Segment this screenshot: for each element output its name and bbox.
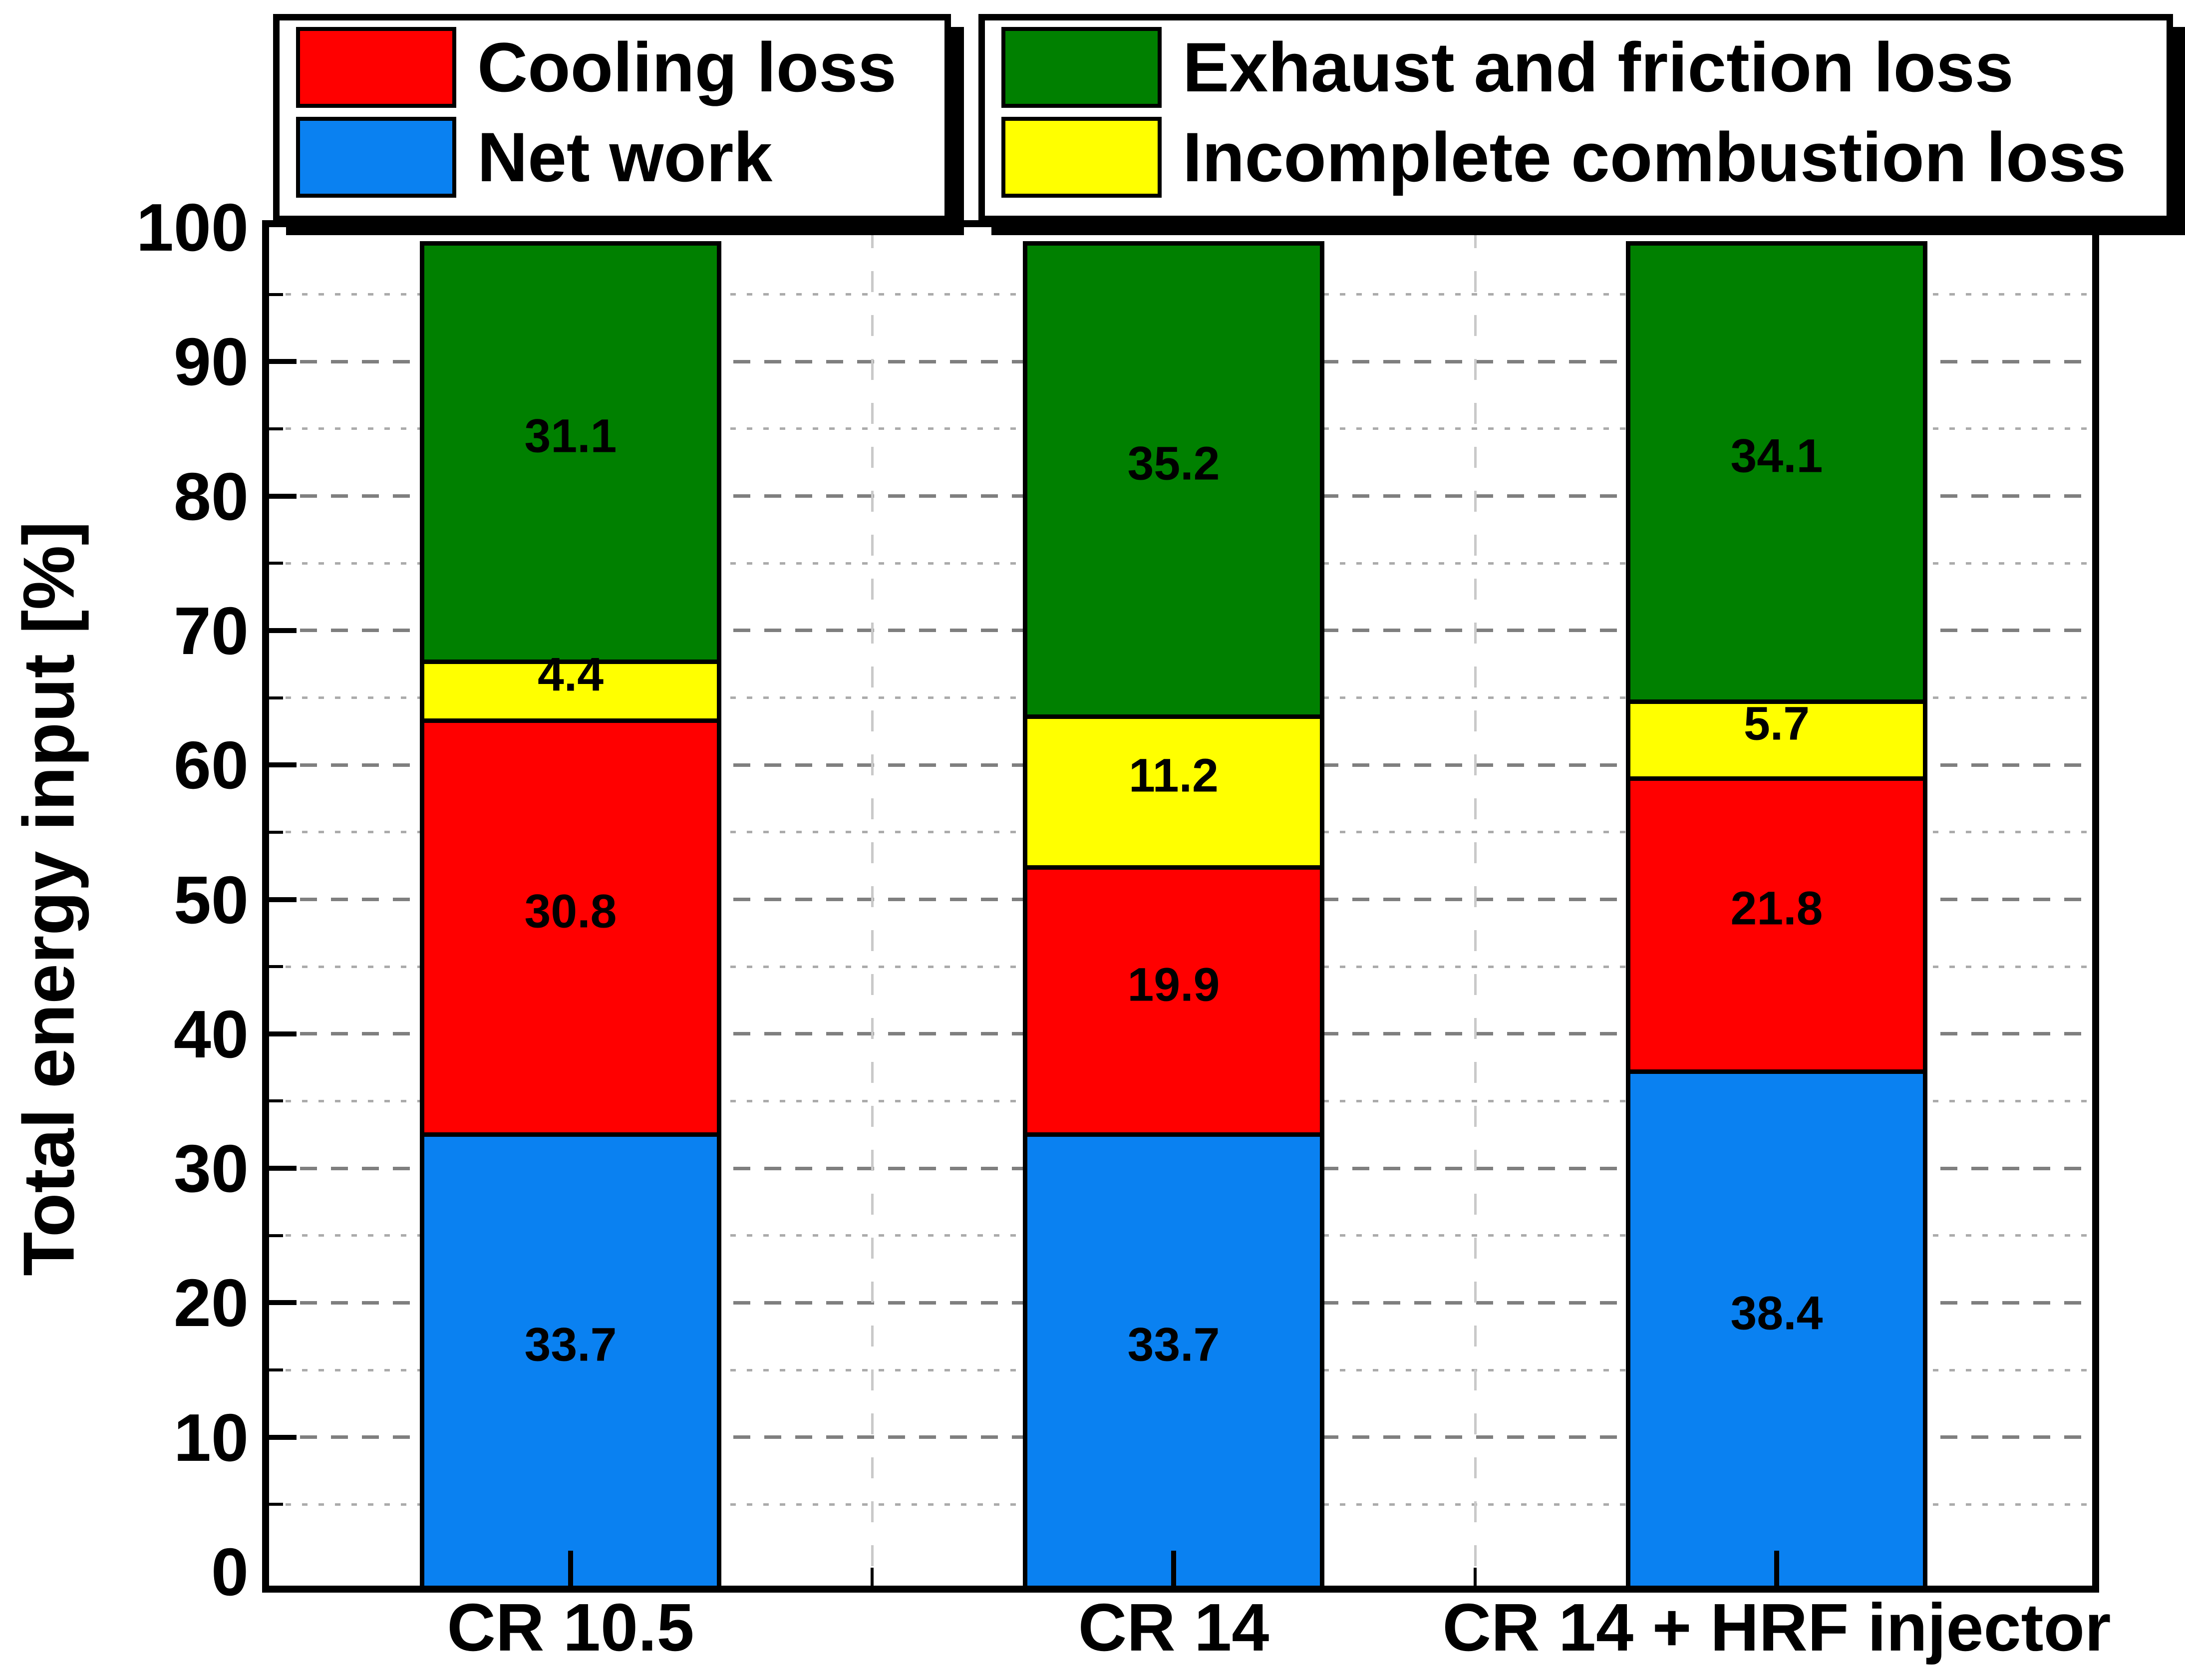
bar-value-label: 4.4 — [537, 648, 604, 701]
bar-segment-incomplete-combustion-loss — [420, 659, 721, 719]
bar-value-label: 33.7 — [524, 1318, 617, 1371]
legend-item-label: Exhaust and friction loss — [1183, 28, 2014, 106]
y-tick-label-30: 30 — [173, 1131, 249, 1207]
x-minor-tick — [871, 1568, 874, 1586]
plot-area: 33.7 30.8 4.4 31.1 33.7 19.9 11.2 35.2 38.4 21.8 5… — [262, 220, 2099, 1593]
y-tick-label-40: 40 — [173, 996, 249, 1072]
bar-segment-incomplete-combustion-loss — [1023, 714, 1324, 865]
legend-swatch-icon — [1001, 117, 1162, 198]
y-minor-tick — [269, 696, 283, 699]
legend-box-right: Exhaust and friction loss Incomplete comb… — [978, 14, 2173, 222]
x-tick-label-2: CR 14 + HRF injector — [1442, 1590, 2111, 1665]
bar-segment-exhaust-and-friction-loss — [420, 241, 721, 660]
bar-segment-exhaust-and-friction-loss — [1023, 241, 1324, 714]
y-minor-tick — [269, 1503, 283, 1506]
bar-value-label: 21.8 — [1730, 882, 1823, 935]
legend-swatch-icon — [1001, 27, 1162, 108]
y-tick-label-60: 60 — [173, 727, 249, 803]
x-major-tick — [1774, 1551, 1779, 1586]
y-major-tick — [269, 359, 297, 364]
bar-value-label: 35.2 — [1127, 437, 1220, 490]
y-tick-label-0: 0 — [211, 1534, 249, 1610]
bar-segment-net-work — [1626, 1069, 1927, 1586]
x-tick-label-0: CR 10.5 — [447, 1590, 694, 1665]
y-tick-label-70: 70 — [173, 593, 249, 669]
y-tick-label-20: 20 — [173, 1265, 249, 1341]
bar-value-label: 31.1 — [524, 409, 617, 463]
y-minor-tick — [269, 1234, 283, 1237]
category-separator-1 — [871, 227, 874, 1586]
bar-value-label: 34.1 — [1730, 429, 1823, 483]
y-major-tick — [269, 628, 297, 633]
y-tick-label-50: 50 — [173, 862, 249, 938]
y-minor-tick — [269, 562, 283, 565]
category-separator-2 — [1474, 227, 1477, 1586]
bar-value-label: 38.4 — [1730, 1287, 1823, 1340]
bar-value-label: 30.8 — [524, 885, 617, 938]
legend-swatch-icon — [296, 27, 456, 108]
y-tick-label-10: 10 — [173, 1399, 249, 1475]
bar-segment-net-work — [420, 1132, 721, 1586]
y-minor-tick — [269, 1368, 283, 1372]
y-major-tick — [269, 1166, 297, 1171]
y-major-tick — [269, 1300, 297, 1306]
bar-value-label: 11.2 — [1129, 749, 1219, 802]
bar-segment-net-work — [1023, 1132, 1324, 1586]
legend-item-label: Incomplete combustion loss — [1183, 118, 2127, 196]
bar-segment-exhaust-and-friction-loss — [1626, 241, 1927, 700]
y-minor-tick — [269, 1099, 283, 1103]
bar-value-label: 5.7 — [1743, 697, 1810, 750]
x-tick-label-1: CR 14 — [1078, 1590, 1269, 1665]
x-major-tick — [1171, 1551, 1176, 1586]
legend-item-cooling-loss: Cooling loss — [296, 22, 944, 112]
bar-segment-cooling-loss — [1023, 865, 1324, 1133]
legend-item-exhaust-and-friction-loss: Exhaust and friction loss — [1001, 22, 2167, 112]
y-tick-label-100: 100 — [136, 190, 249, 265]
y-minor-tick — [269, 965, 283, 969]
y-major-tick — [269, 897, 297, 902]
bar-value-label: 19.9 — [1127, 958, 1220, 1011]
y-tick-label-90: 90 — [173, 324, 249, 400]
y-major-tick — [269, 1434, 297, 1440]
legend-item-label: Net work — [477, 118, 773, 196]
legend-swatch-icon — [296, 117, 456, 198]
legend-item-net-work: Net work — [296, 112, 944, 202]
bar-segment-cooling-loss — [1626, 776, 1927, 1069]
y-major-tick — [269, 493, 297, 499]
bar-segment-incomplete-combustion-loss — [1626, 699, 1927, 776]
y-major-tick — [269, 762, 297, 768]
y-minor-tick — [269, 830, 283, 834]
y-minor-tick — [269, 293, 283, 296]
legend-item-incomplete-combustion-loss: Incomplete combustion loss — [1001, 112, 2167, 202]
legend-box-left: Cooling loss Net work — [273, 14, 951, 222]
x-major-tick — [568, 1551, 573, 1586]
bar-segment-cooling-loss — [420, 718, 721, 1133]
y-minor-tick — [269, 427, 283, 430]
x-minor-tick — [1474, 1568, 1477, 1586]
y-major-tick — [269, 1031, 297, 1036]
legend-item-label: Cooling loss — [477, 28, 897, 106]
bar-value-label: 33.7 — [1127, 1318, 1220, 1371]
y-tick-label-80: 80 — [173, 458, 249, 534]
